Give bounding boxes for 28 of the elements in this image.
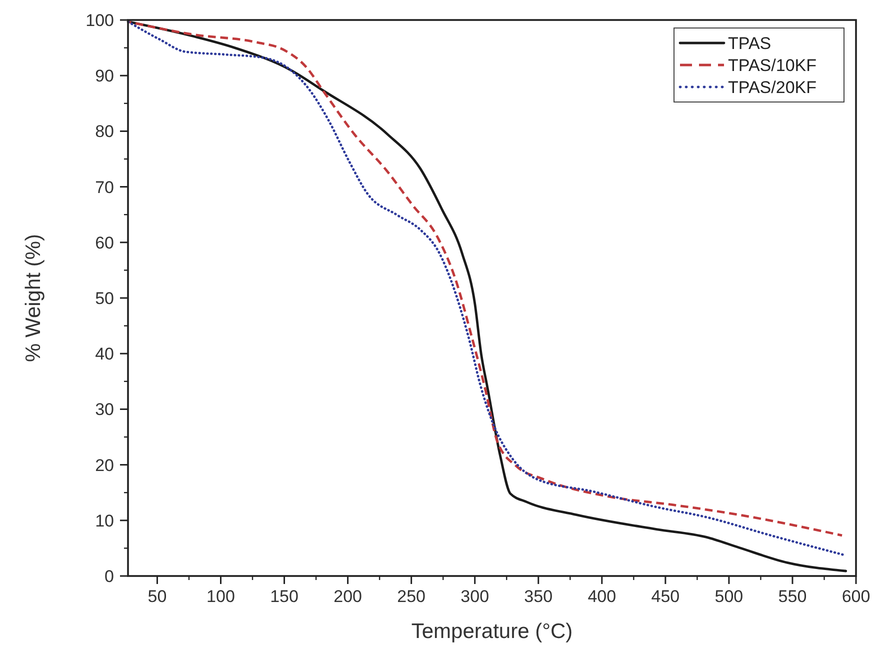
y-tick-label: 70 xyxy=(95,178,114,197)
y-tick-label: 50 xyxy=(95,289,114,308)
x-tick-label: 100 xyxy=(206,587,235,606)
y-tick-label: 10 xyxy=(95,511,114,530)
legend-label: TPAS xyxy=(728,34,772,53)
x-tick-label: 250 xyxy=(397,587,426,606)
x-tick-label: 50 xyxy=(148,587,167,606)
x-tick-label: 500 xyxy=(714,587,744,606)
y-tick-label: 60 xyxy=(95,233,114,252)
x-tick-label: 550 xyxy=(778,587,807,606)
legend-label: TPAS/20KF xyxy=(728,78,816,97)
y-tick-label: 0 xyxy=(104,567,114,586)
x-tick-label: 200 xyxy=(334,587,362,606)
y-tick-label: 30 xyxy=(95,400,114,420)
x-tick-label: 600 xyxy=(842,587,870,606)
x-axis-title: Temperature (°C) xyxy=(411,620,573,643)
y-tick-label: 40 xyxy=(95,344,114,364)
x-tick-label: 450 xyxy=(651,587,680,606)
x-tick-label: 150 xyxy=(270,587,298,606)
x-tick-label: 400 xyxy=(588,587,616,606)
y-tick-label: 20 xyxy=(95,456,114,475)
x-tick-label: 350 xyxy=(524,587,553,606)
y-axis-title: % Weight (%) xyxy=(22,234,45,362)
y-tick-label: 80 xyxy=(95,122,114,142)
y-tick-label: 90 xyxy=(95,66,114,86)
legend-label: TPAS/10KF xyxy=(728,56,816,75)
x-tick-label: 300 xyxy=(460,587,490,606)
y-tick-label: 100 xyxy=(86,11,114,30)
